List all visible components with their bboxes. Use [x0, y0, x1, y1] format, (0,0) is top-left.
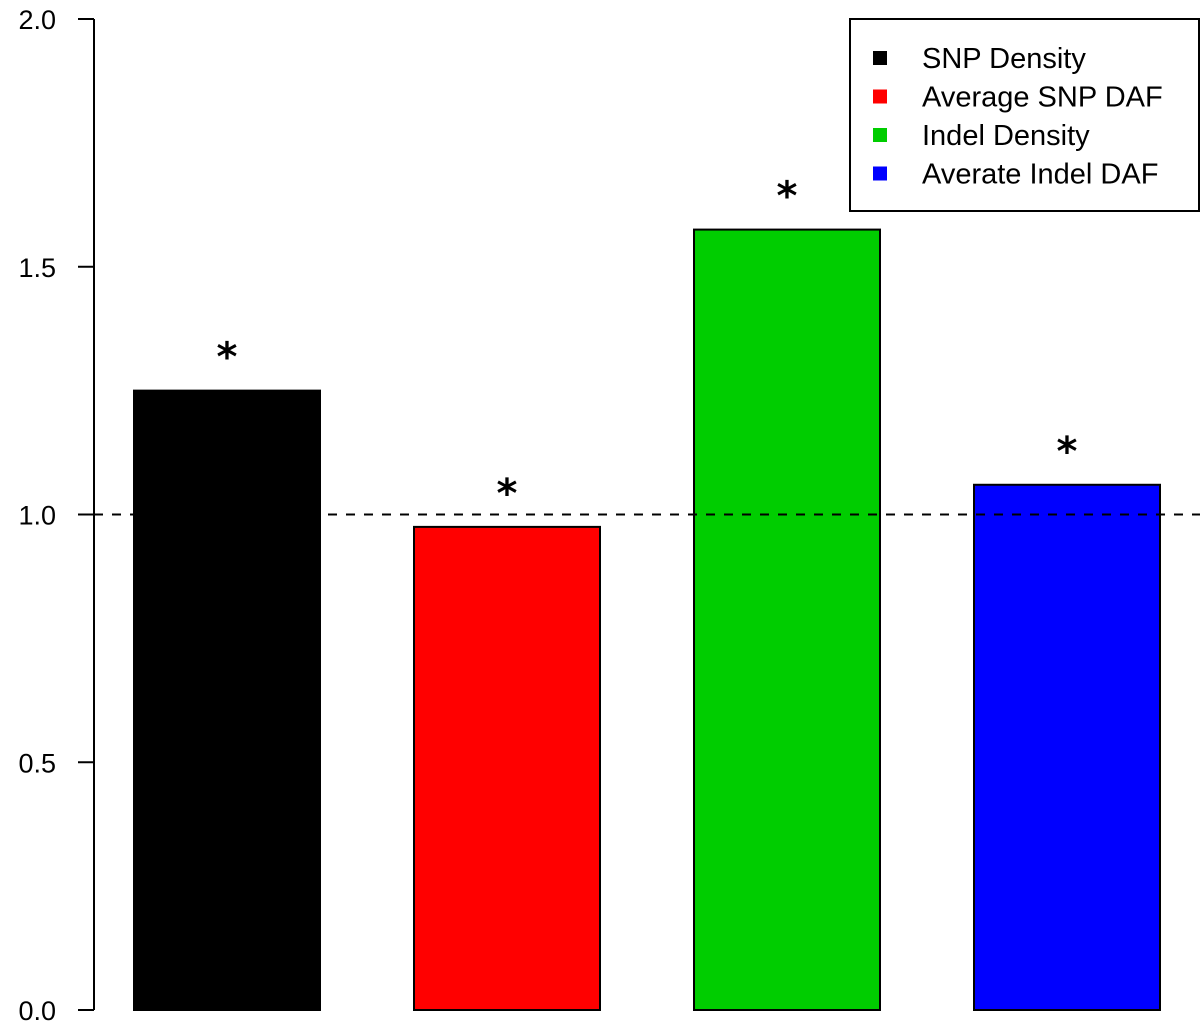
- legend-label-0: SNP Density: [922, 43, 1086, 75]
- legend: SNP Density Average SNP DAF Indel Density A…: [849, 18, 1200, 212]
- significance-star-0: *: [217, 335, 238, 381]
- bar-2: [693, 228, 881, 1011]
- significance-star-2: *: [777, 174, 798, 220]
- legend-swatch-2: [873, 128, 887, 142]
- legend-swatch-3: [873, 166, 887, 181]
- y-tick-label-1: 0.5: [18, 748, 56, 778]
- legend-label-3: Averate Indel DAF: [922, 159, 1158, 191]
- y-tick-label-4: 2.0: [18, 5, 56, 35]
- y-tick-label-3: 1.5: [18, 253, 56, 283]
- bars-group: [133, 228, 1161, 1011]
- bar-3: [973, 483, 1161, 1011]
- bar-1: [413, 525, 601, 1011]
- y-axis: 0.0 0.5 1.0 1.5 2.0: [18, 5, 95, 1026]
- significance-star-3: *: [1057, 429, 1078, 475]
- significance-markers: * * * *: [217, 174, 1078, 517]
- y-tick-label-2: 1.0: [18, 501, 56, 531]
- legend-swatch-1: [873, 89, 887, 104]
- bar-0: [133, 389, 321, 1011]
- significance-star-1: *: [497, 471, 518, 517]
- legend-swatch-0: [873, 51, 887, 65]
- legend-label-1: Average SNP DAF: [922, 82, 1163, 114]
- legend-box: [849, 18, 1200, 212]
- y-tick-label-0: 0.0: [18, 996, 56, 1026]
- legend-label-2: Indel Density: [922, 120, 1090, 152]
